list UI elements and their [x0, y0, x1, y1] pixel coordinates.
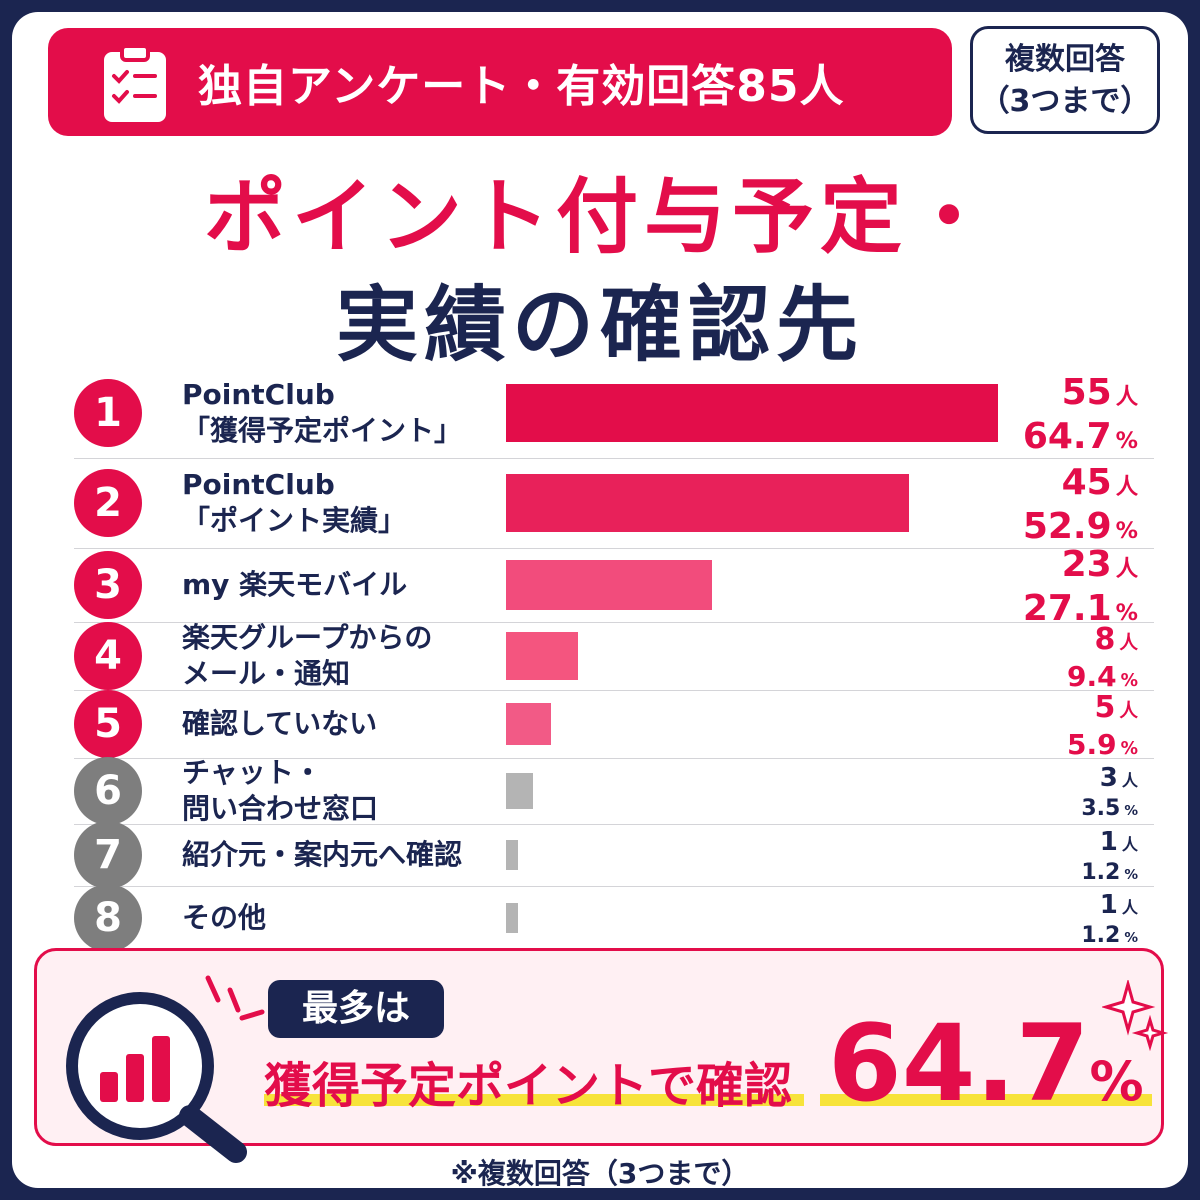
row-divider	[74, 622, 1154, 623]
category-label-line: 「ポイント実績」	[182, 504, 407, 537]
rank-circle-5: 5	[74, 690, 142, 758]
sparkle-icon	[1102, 980, 1169, 1052]
category-label-8: その他	[182, 900, 266, 936]
survey-banner: 独自アンケート・有効回答85人	[48, 28, 952, 136]
rank-circle-1: 1	[74, 379, 142, 447]
summary-text-highlight	[264, 1094, 804, 1106]
summary-value-number: 64.7	[828, 1002, 1090, 1125]
bar-chart: 1 PointClub 「獲得予定ポイント」 55 人 64.7% 2 PointClub 「ポ…	[12, 12, 1188, 1188]
summary-callout	[34, 948, 1164, 1146]
magnifier-chart-icon	[66, 975, 265, 1163]
rank-circle-3: 3	[74, 551, 142, 619]
summary-value-highlight	[820, 1094, 1152, 1106]
rank-circle-8: 8	[74, 884, 142, 952]
footnote: ※複数回答（3つまで）	[450, 1157, 750, 1188]
clipboard-icon	[104, 44, 166, 122]
percent-label: 27.1%	[1022, 588, 1138, 629]
category-label-line: PointClub	[182, 468, 335, 501]
rank-circle-2: 2	[74, 469, 142, 537]
percent-label: 5.9%	[1066, 728, 1138, 761]
row-divider	[74, 458, 1154, 459]
title-line1: ポイント付与予定・	[203, 170, 996, 265]
summary-value: 64.7%	[828, 1002, 1144, 1125]
rank-circle-7: 7	[74, 821, 142, 889]
count-label: 55 人	[1061, 372, 1138, 413]
value-label-5: 5 人 5.9%	[1067, 691, 1138, 765]
infographic-card: 独自アンケート・有効回答85人 複数回答 （3つまで） ポイント付与予定・ 実績…	[12, 12, 1188, 1188]
bar-6	[506, 773, 533, 809]
category-label-line: 「獲得予定ポイント」	[182, 414, 463, 447]
survey-label: 独自アンケート・有効回答85人	[198, 61, 845, 112]
summary-value-unit: %	[1089, 1050, 1144, 1113]
category-label-5: 確認していない	[182, 706, 377, 742]
row-divider	[74, 548, 1154, 549]
percent-label: 3.5%	[1081, 796, 1138, 821]
category-label-1: PointClub 「獲得予定ポイント」	[182, 377, 462, 449]
most-badge: 最多は	[268, 980, 444, 1038]
percent-label: 52.9%	[1022, 506, 1138, 547]
category-label-line: 問い合わせ窓口	[182, 792, 379, 825]
category-label-6: チャット・ 問い合わせ窓口	[182, 755, 378, 827]
bar-8	[506, 903, 518, 933]
category-label-line: 紹介元・案内元へ確認	[182, 838, 463, 871]
category-label-line: 確認していない	[182, 707, 378, 740]
count-label: 23 人	[1061, 544, 1138, 585]
percent-label: 9.4%	[1066, 660, 1138, 693]
category-label-7: 紹介元・案内元へ確認	[182, 837, 462, 873]
category-label-line: PointClub	[182, 378, 335, 411]
bar-1	[506, 384, 998, 442]
row-divider	[74, 886, 1154, 887]
bar-2	[506, 474, 909, 532]
percent-label: 64.7%	[1022, 416, 1138, 457]
value-label-6: 3 人 3.5%	[1081, 763, 1138, 824]
row-divider	[74, 824, 1154, 825]
category-label-3: my 楽天モバイル	[182, 567, 407, 603]
title-line2: 実績の確認先	[335, 278, 864, 373]
category-label-4: 楽天グループからの メール・通知	[182, 620, 432, 692]
value-label-2: 45 人 52.9%	[1023, 463, 1138, 551]
category-label-line: メール・通知	[182, 657, 351, 690]
value-label-4: 8 人 9.4%	[1067, 623, 1138, 697]
rank-circle-6: 6	[74, 757, 142, 825]
value-label-3: 23 人 27.1%	[1023, 545, 1138, 633]
count-label: 45 人	[1061, 462, 1138, 503]
bar-4	[506, 632, 578, 680]
bar-7	[506, 840, 518, 870]
summary-text: 獲得予定ポイントで確認	[264, 1058, 793, 1114]
bar-3	[506, 560, 712, 610]
row-divider	[74, 758, 1154, 759]
percent-label: 1.2%	[1081, 923, 1138, 948]
category-label-line: その他	[182, 901, 267, 934]
category-label-line: 楽天グループからの	[182, 621, 433, 654]
multiple-answer-line2: （3つまで）	[979, 84, 1151, 119]
category-label-2: PointClub 「ポイント実績」	[182, 467, 406, 539]
category-label-line: チャット・	[182, 756, 322, 789]
percent-label: 1.2%	[1081, 860, 1138, 885]
value-label-8: 1 人 1.2%	[1081, 890, 1138, 951]
multiple-answer-line1: 複数回答	[1005, 42, 1125, 77]
value-label-7: 1 人 1.2%	[1081, 827, 1138, 888]
bar-5	[506, 703, 551, 745]
rank-circle-4: 4	[74, 622, 142, 690]
multiple-answer-badge: 複数回答 （3つまで）	[970, 26, 1160, 134]
row-divider	[74, 690, 1154, 691]
category-label-line: my 楽天モバイル	[182, 568, 408, 601]
value-label-1: 55 人 64.7%	[1023, 373, 1138, 461]
